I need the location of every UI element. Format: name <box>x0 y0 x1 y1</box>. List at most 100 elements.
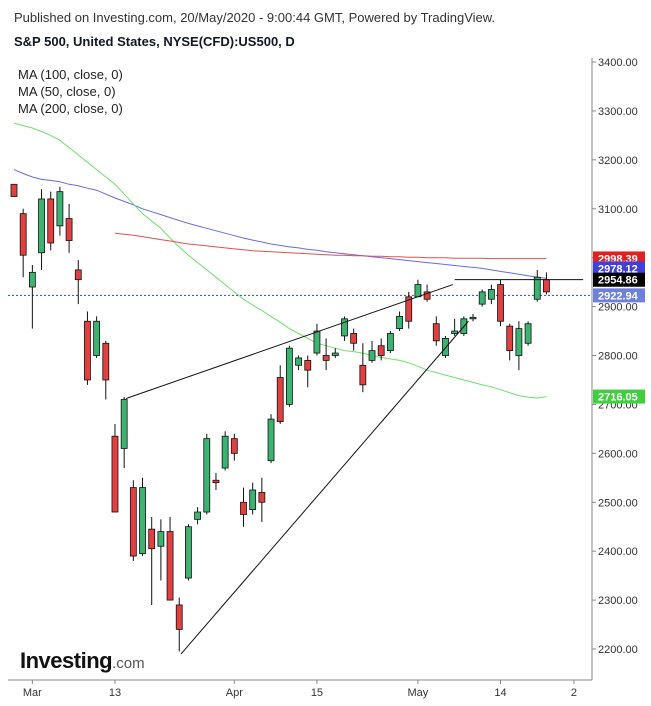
candle <box>230 433 238 461</box>
candle <box>194 507 202 525</box>
candle <box>157 519 165 581</box>
x-tick-label: May <box>408 687 429 699</box>
candle-body <box>111 435 119 513</box>
price-tag: 2716.05 <box>593 389 645 404</box>
candle-body <box>93 320 101 356</box>
candle <box>497 279 504 327</box>
candle <box>38 189 45 270</box>
y-tick-label: 3100.00 <box>598 204 638 216</box>
candle <box>47 191 55 251</box>
candle <box>28 265 36 329</box>
trendline <box>125 284 453 400</box>
candle-body <box>185 526 192 579</box>
candle-body <box>506 325 514 352</box>
candle-body <box>203 438 211 513</box>
x-tick-label: 14 <box>494 687 506 699</box>
candle-body <box>65 218 73 241</box>
x-axis: Mar 13 Apr 15 May 14 2 <box>8 679 592 699</box>
candle-body <box>175 604 183 630</box>
candle-body <box>240 501 247 515</box>
candle <box>10 183 18 197</box>
candle <box>84 311 91 385</box>
legend-ma200: MA (200, close, 0) <box>18 101 123 116</box>
candle-body <box>285 347 293 405</box>
candle <box>221 431 229 471</box>
ma-line-ma50 <box>13 122 547 399</box>
candlestick-series <box>10 183 550 652</box>
candle-body <box>139 487 146 555</box>
price-tag-label: 2716.05 <box>598 392 638 404</box>
candle-body <box>221 435 229 469</box>
y-tick-label: 2500.00 <box>598 497 638 509</box>
price-tag-label: 2978.12 <box>598 263 638 275</box>
candle <box>368 340 376 363</box>
candle <box>93 316 101 358</box>
candle <box>102 340 110 400</box>
candle-body <box>515 328 523 356</box>
candle-body <box>258 492 266 503</box>
price-tag-label: 2922.94 <box>598 290 639 302</box>
candle <box>212 472 220 491</box>
legend-ma50: MA (50, close, 0) <box>18 84 116 99</box>
y-tick-label: 2300.00 <box>598 595 638 607</box>
candle <box>533 269 541 302</box>
candle-body <box>194 511 202 520</box>
candle-body <box>386 333 394 352</box>
candle <box>524 321 532 346</box>
candle <box>405 291 413 329</box>
candle <box>313 323 321 356</box>
y-tick-label: 2400.00 <box>598 546 638 558</box>
candle <box>120 397 128 469</box>
price-tag-box <box>593 288 645 303</box>
candle-body <box>10 183 18 197</box>
candle-body <box>497 284 504 322</box>
candle <box>185 524 192 581</box>
y-tick-label: 2200.00 <box>598 644 638 656</box>
candle-body <box>543 279 550 293</box>
x-tick-label: 13 <box>109 687 121 699</box>
price-tag: 2954.86 <box>593 272 645 287</box>
candle <box>249 482 257 515</box>
candle-body <box>478 291 486 305</box>
candle <box>175 597 183 652</box>
price-tag-label: 2954.86 <box>598 275 638 287</box>
candle-body <box>56 191 64 227</box>
y-tick-label: 2800.00 <box>598 351 638 363</box>
candle <box>442 335 449 358</box>
candle-body <box>359 364 367 386</box>
candle <box>267 414 275 464</box>
candle-body <box>47 198 55 244</box>
price-tag: 2978.12 <box>593 261 645 276</box>
x-tick-label: Apr <box>226 687 243 699</box>
price-tag-box <box>593 261 645 276</box>
candle <box>478 289 486 307</box>
candle <box>129 480 137 561</box>
candle <box>285 345 293 407</box>
candle <box>322 338 330 371</box>
candle <box>386 331 394 354</box>
ma-line-ma100 <box>13 169 547 279</box>
candle <box>396 311 403 332</box>
candle-body <box>120 399 128 449</box>
legend-ma100: MA (100, close, 0) <box>18 67 123 82</box>
candle-body <box>166 531 174 601</box>
published-note: Published on Investing.com, 20/May/2020 … <box>14 10 496 25</box>
candle-body <box>442 337 449 356</box>
candle-body <box>304 359 312 371</box>
candle-body <box>212 479 220 484</box>
candle-body <box>405 296 413 322</box>
y-tick-label: 2900.00 <box>598 302 638 314</box>
candle-body <box>28 271 36 288</box>
investing-logo[interactable]: Investing.com <box>20 648 145 674</box>
candle <box>487 284 495 305</box>
candle <box>56 186 64 236</box>
candle <box>19 208 27 278</box>
candle-body <box>322 355 330 361</box>
price-tag-box <box>593 389 645 404</box>
candle <box>331 348 339 358</box>
candle-body <box>74 269 82 281</box>
candle-body <box>230 438 238 454</box>
candle <box>341 316 348 341</box>
x-tick-label: 2 <box>571 687 577 699</box>
